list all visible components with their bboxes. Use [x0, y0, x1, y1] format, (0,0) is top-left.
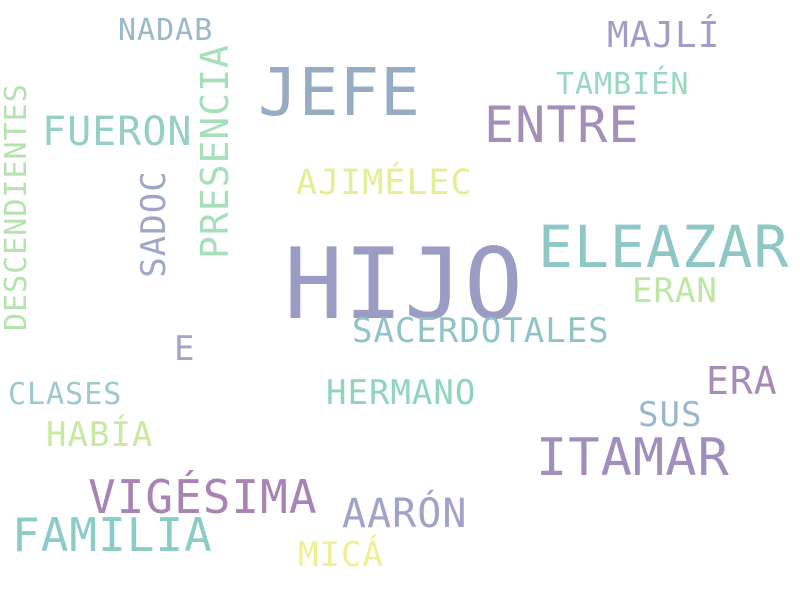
word-ajimelec: AJIMÉLEC — [296, 163, 473, 203]
word-hermano: HERMANO — [326, 373, 477, 413]
word-itamar: ITAMAR — [536, 428, 730, 488]
word-descendientes: DESCENDIENTES — [0, 83, 34, 331]
word-hijo: HIJO — [284, 228, 525, 342]
word-presencia: PRESENCIA — [193, 44, 237, 259]
word-clases: CLASES — [8, 377, 123, 412]
word-familia: FAMILIA — [12, 508, 213, 562]
word-eleazar: ELEAZAR — [538, 213, 790, 281]
word-majli: MAJLÍ — [607, 15, 721, 56]
word-habia: HABÍA — [46, 415, 154, 455]
word-jefe: JEFE — [258, 54, 421, 131]
word-fueron: FUERON — [42, 109, 193, 155]
word-sacerdotales: SACERDOTALES — [352, 311, 610, 351]
word-sus: SUS — [638, 395, 703, 435]
word-mica: MICÁ — [298, 535, 384, 575]
word-e: E — [174, 329, 196, 369]
word-era: ERA — [706, 359, 778, 403]
word-nadab: NADAB — [118, 13, 214, 48]
word-aaron: AARÓN — [342, 491, 468, 537]
word-sadoc: SADOC — [134, 170, 174, 278]
word-vigesima: VIGÉSIMA — [88, 470, 318, 524]
word-eran: ERAN — [632, 271, 718, 311]
word-tambien: TAMBIÉN — [556, 67, 690, 102]
word-entre: ENTRE — [484, 96, 640, 154]
